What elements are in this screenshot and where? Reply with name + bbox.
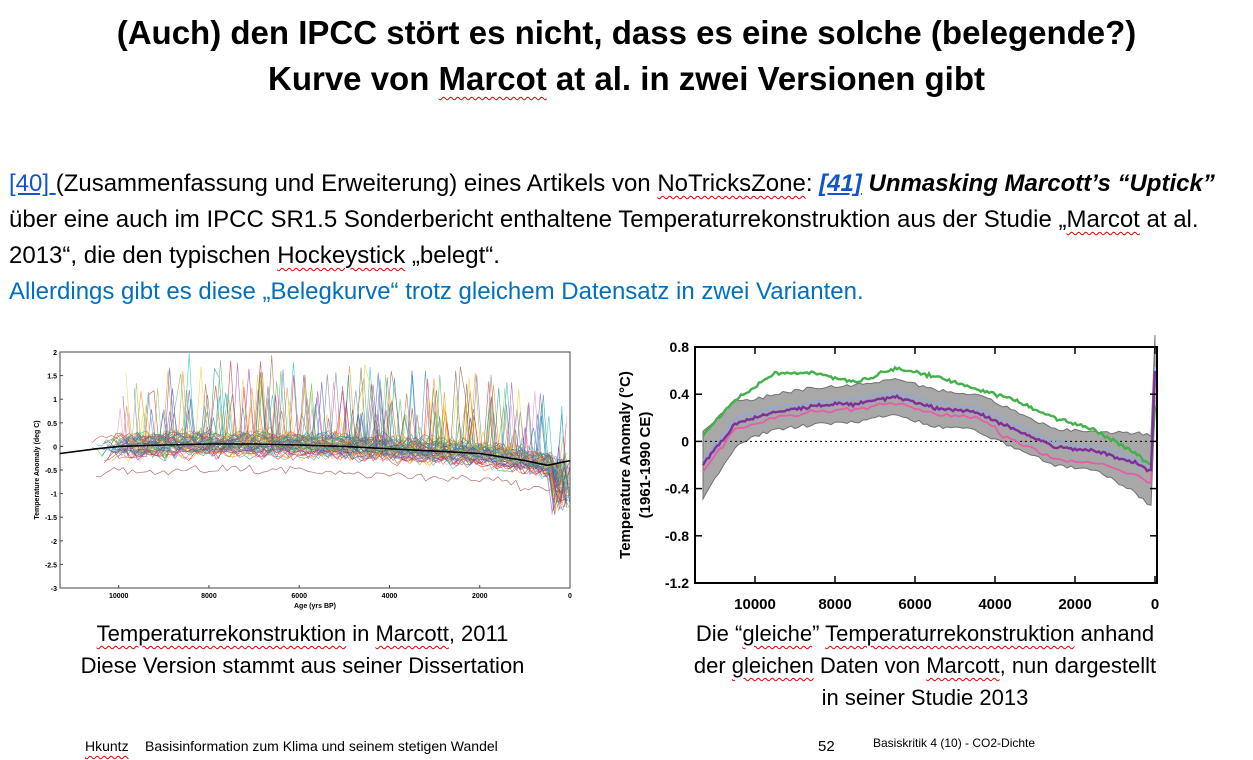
x-tick-label: 4000	[978, 596, 1011, 613]
y-tick-label: 0	[53, 444, 57, 451]
y-tick-label: 0	[681, 433, 689, 449]
y-tick-label: -3	[51, 586, 57, 593]
ensemble-member-line	[123, 374, 566, 493]
plot-frame	[59, 351, 571, 589]
x-tick-label: 8000	[201, 593, 217, 600]
marcott-2013-chart: 0.8 0.4 0 -0.4 -0.8 -1.2 10000 8000 6000 4000 2000…	[617, 335, 1159, 613]
ensemble-member-line	[126, 365, 569, 476]
y-tick-label: 0.8	[670, 339, 690, 355]
y-tick-label: 2	[53, 350, 57, 357]
ensemble-member-line	[118, 391, 566, 490]
y-axis-label-2: (1961-1990 CE)	[637, 412, 654, 519]
y-tick-label: 0.4	[670, 386, 690, 402]
ensemble-member-line	[111, 360, 569, 482]
y-axis-label: Temperature Anomaly (deg C)	[34, 420, 41, 519]
blue-statement: Allerdings gibt es diese „Belegkurve“ tr…	[9, 278, 864, 305]
y-tick-label: -1	[51, 492, 57, 499]
y-tick-label: -0.5	[45, 468, 57, 475]
x-tick-label: 10000	[109, 593, 129, 600]
uncertainty-band	[702, 335, 1156, 506]
ensemble-member-line	[111, 391, 569, 511]
ref-40-link[interactable]: [40]	[9, 170, 56, 197]
footer-section: Basiskritik 4 (10) - CO2-Dichte	[873, 736, 1036, 750]
mean-line	[59, 443, 571, 467]
caption-right: Die “gleiche” Temperaturrekonstruktion a…	[693, 621, 1157, 710]
ensemble-member-line	[114, 382, 568, 516]
ensemble-member-line	[142, 374, 570, 501]
slide-title: (Auch) den IPCC stört es nicht, dass es …	[0, 10, 1253, 102]
y-tick-label: -0.4	[665, 481, 689, 497]
x-tick-label: 4000	[382, 593, 398, 600]
footer-subtitle: Basisinformation zum Klima und seinem st…	[145, 738, 498, 754]
intro-paragraph: [40] (Zusammenfassung und Erweiterung) e…	[9, 170, 1215, 305]
x-tick-label: 0	[1151, 596, 1159, 613]
green-series-line	[701, 365, 1157, 466]
y-tick-label: -2	[51, 539, 57, 546]
y-tick-label: -1.5	[45, 515, 57, 522]
x-tick-label: 10000	[734, 596, 776, 613]
y-tick-label: -0.8	[665, 528, 689, 544]
marcott-2011-chart: 2 1.5 1 0.5 0 -0.5 -1 -1.5 -2 -2.5 -3 10000 8000 6000…	[34, 350, 572, 610]
title-line-2: Kurve von Marcot at al. in zwei Versione…	[268, 60, 985, 97]
y-axis-label-1: Temperature Anomaly (°C)	[617, 371, 634, 559]
x-tick-label: 8000	[818, 596, 851, 613]
x-tick-label: 2000	[1058, 596, 1091, 613]
x-tick-label: 6000	[898, 596, 931, 613]
pink-series-line	[702, 383, 1156, 485]
purple-series-line	[701, 370, 1157, 473]
y-tick-label: 1	[53, 397, 57, 404]
y-tick-label: 1.5	[47, 374, 57, 381]
footer-author: Hkuntz	[85, 738, 129, 754]
ref-41-link[interactable]: [41]	[819, 170, 862, 197]
x-tick-label: 6000	[291, 593, 307, 600]
y-tick-label: 0.5	[47, 421, 57, 428]
y-tick-label: -2.5	[45, 562, 57, 569]
low-outlier-line	[96, 464, 571, 492]
x-tick-label: 0	[568, 593, 572, 600]
y-tick-label: -1.2	[665, 575, 689, 591]
page-number: 52	[818, 738, 835, 755]
x-axis-label: Age (yrs BP)	[294, 603, 336, 610]
caption-left: Temperaturrekonstruktion in Marcott, 201…	[80, 621, 525, 678]
title-line-1: (Auch) den IPCC stört es nicht, dass es …	[116, 14, 1137, 51]
blue-series-line	[702, 366, 1156, 467]
x-tick-label: 2000	[472, 593, 488, 600]
